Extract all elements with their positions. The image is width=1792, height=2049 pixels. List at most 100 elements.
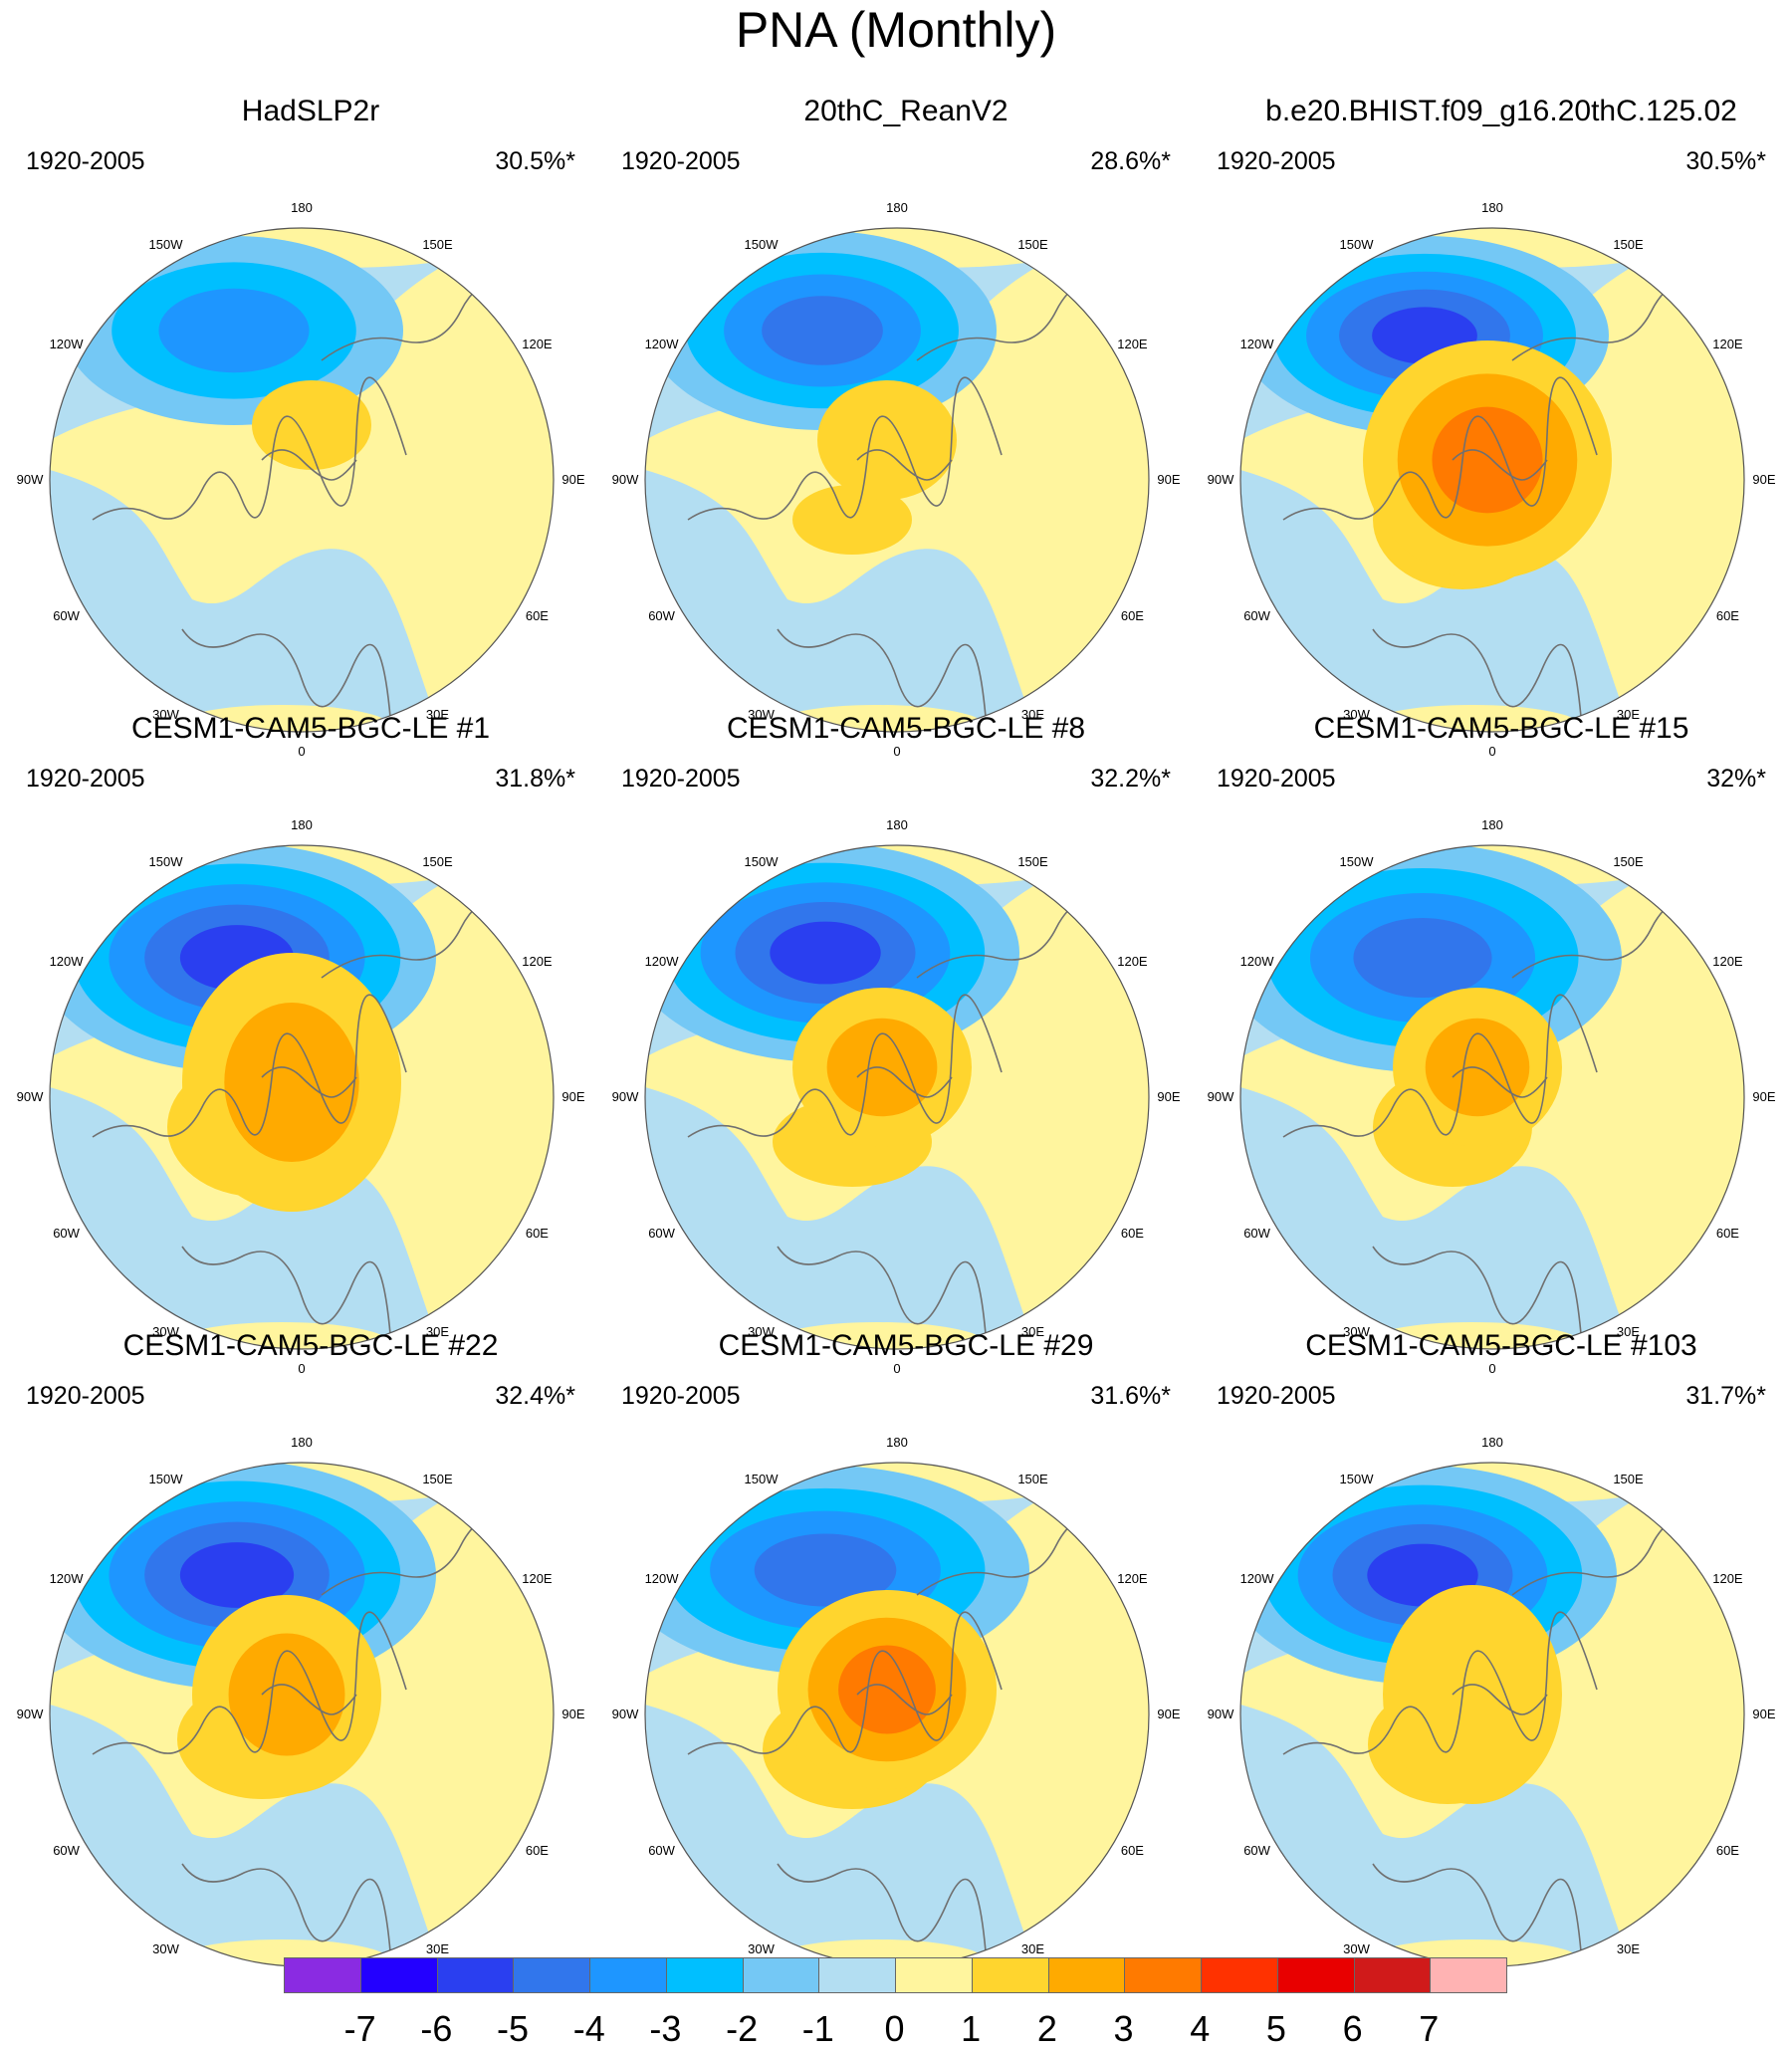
longitude-label: 180 bbox=[291, 200, 313, 215]
longitude-label: 90E bbox=[1752, 1089, 1776, 1104]
map-panel: CESM1-CAM5-BGC-LE #15 1920-2005 32%* 180 150… bbox=[1204, 709, 1792, 1376]
longitude-label: 180 bbox=[886, 200, 908, 215]
positive-anomaly-field bbox=[768, 1322, 987, 1349]
longitude-label: 60E bbox=[1715, 1225, 1739, 1241]
longitude-label: 120W bbox=[644, 336, 679, 351]
positive-anomaly-field bbox=[768, 705, 987, 732]
longitude-label: 180 bbox=[291, 1435, 313, 1450]
positive-anomaly-field bbox=[1363, 1322, 1582, 1349]
panel-title: HadSLP2r bbox=[241, 95, 380, 127]
polar-map bbox=[644, 227, 1150, 733]
longitude-label: 30W bbox=[152, 1324, 179, 1340]
longitude-label: 30E bbox=[425, 1941, 450, 1957]
coastline bbox=[1282, 270, 1722, 730]
longitude-label: 120E bbox=[1117, 1570, 1148, 1586]
longitude-label: 150E bbox=[1613, 1471, 1644, 1486]
coastline bbox=[92, 887, 532, 1347]
coastline bbox=[687, 270, 1127, 730]
longitude-label: 120E bbox=[522, 336, 553, 351]
longitude-label: 0 bbox=[298, 1361, 306, 1376]
longitude-label: 150E bbox=[1613, 853, 1644, 869]
longitude-label: 180 bbox=[1481, 1435, 1503, 1450]
polar-map bbox=[1239, 227, 1745, 733]
polar-map bbox=[49, 227, 555, 733]
longitude-label: 180 bbox=[1481, 200, 1503, 215]
high-pressure-contour bbox=[792, 485, 912, 555]
colorbar-swatch bbox=[590, 1958, 667, 1992]
low-pressure-contour bbox=[1353, 918, 1492, 998]
longitude-label: 90E bbox=[1157, 1707, 1181, 1721]
longitude-label: 90W bbox=[16, 472, 44, 487]
longitude-label: 60W bbox=[648, 607, 675, 623]
longitude-label: 90W bbox=[16, 1707, 44, 1721]
polar-map bbox=[1239, 844, 1745, 1350]
longitude-label: 30E bbox=[1020, 1941, 1045, 1957]
panel-period: 1920-2005 bbox=[26, 1382, 145, 1410]
map-boundary bbox=[1239, 227, 1745, 733]
map-boundary bbox=[49, 844, 555, 1350]
longitude-label: 150W bbox=[148, 236, 183, 252]
longitude-label: 90E bbox=[561, 1089, 585, 1104]
longitude-label: 30W bbox=[1343, 1941, 1370, 1957]
longitude-label: 90E bbox=[1157, 472, 1181, 487]
high-pressure-contour bbox=[1383, 1585, 1562, 1804]
longitude-label: 60E bbox=[1120, 1842, 1144, 1858]
panel-period: 1920-2005 bbox=[621, 147, 741, 175]
longitude-label: 60E bbox=[1715, 607, 1739, 623]
longitude-label: 30W bbox=[1343, 707, 1370, 723]
colorbar-tick-label: 5 bbox=[1265, 2008, 1286, 2049]
panel-period: 1920-2005 bbox=[26, 765, 145, 793]
longitude-label: 90E bbox=[1157, 1089, 1181, 1104]
longitude-label: 120E bbox=[1117, 953, 1148, 969]
longitude-label: 150W bbox=[1339, 236, 1374, 252]
longitude-label: 180 bbox=[291, 817, 313, 832]
high-pressure-contour bbox=[817, 380, 957, 500]
colorbar-tick-label: 1 bbox=[961, 2008, 982, 2049]
longitude-label: 120E bbox=[1712, 336, 1743, 351]
longitude-label: 90W bbox=[611, 1707, 639, 1721]
colorbar-swatch bbox=[1277, 1958, 1355, 1992]
panel-period: 1920-2005 bbox=[1217, 765, 1336, 793]
longitude-label: 30E bbox=[425, 1324, 450, 1340]
longitude-label: 60E bbox=[525, 1842, 549, 1858]
panel-title: CESM1-CAM5-BGC-LE #29 bbox=[718, 1329, 1094, 1362]
map-panel: b.e20.BHIST.f09_g16.20thC.125.02 1920-200… bbox=[1204, 92, 1792, 759]
colorbar-swatch bbox=[437, 1958, 515, 1992]
panel-title: CESM1-CAM5-BGC-LE #22 bbox=[122, 1329, 499, 1362]
longitude-label: 150E bbox=[422, 1471, 453, 1486]
positive-anomaly-field bbox=[50, 228, 554, 732]
longitude-label: 180 bbox=[1481, 817, 1503, 832]
positive-anomaly-field bbox=[172, 1939, 391, 1966]
longitude-label: 90W bbox=[16, 1089, 44, 1104]
colorbar-swatch bbox=[1202, 1958, 1278, 1992]
longitude-label: 150W bbox=[148, 853, 183, 869]
panel-variance-percent: 32.2%* bbox=[1090, 765, 1171, 793]
polar-map bbox=[644, 1462, 1150, 1967]
panel-period: 1920-2005 bbox=[26, 147, 145, 175]
panel-variance-percent: 32%* bbox=[1706, 765, 1766, 793]
colorbar-swatch bbox=[285, 1958, 361, 1992]
polar-map bbox=[1239, 1462, 1745, 1967]
colorbar-swatch bbox=[1431, 1958, 1506, 1992]
colorbar-tick-label: -2 bbox=[726, 2008, 759, 2049]
longitude-label: 60E bbox=[1120, 607, 1144, 623]
colorbar-swatch bbox=[666, 1958, 744, 1992]
longitude-label: 60W bbox=[648, 1225, 675, 1241]
high-pressure-contour bbox=[838, 1645, 936, 1734]
longitude-label: 30E bbox=[425, 707, 450, 723]
longitude-label: 30W bbox=[748, 1324, 775, 1340]
longitude-label: 150W bbox=[744, 1471, 779, 1486]
longitude-label: 150E bbox=[1017, 236, 1048, 252]
longitude-label: 60W bbox=[53, 1842, 80, 1858]
longitude-label: 120E bbox=[522, 953, 553, 969]
coastline bbox=[1282, 1504, 1722, 1964]
panel-variance-percent: 30.5%* bbox=[1685, 147, 1766, 175]
coastline bbox=[687, 887, 1127, 1347]
panel-title: CESM1-CAM5-BGC-LE #15 bbox=[1313, 712, 1689, 745]
low-pressure-contour bbox=[770, 921, 881, 985]
polar-map bbox=[49, 1462, 555, 1967]
low-pressure-contour bbox=[179, 1542, 295, 1608]
longitude-label: 150E bbox=[422, 853, 453, 869]
coastline bbox=[687, 1504, 1127, 1964]
longitude-label: 120W bbox=[644, 953, 679, 969]
